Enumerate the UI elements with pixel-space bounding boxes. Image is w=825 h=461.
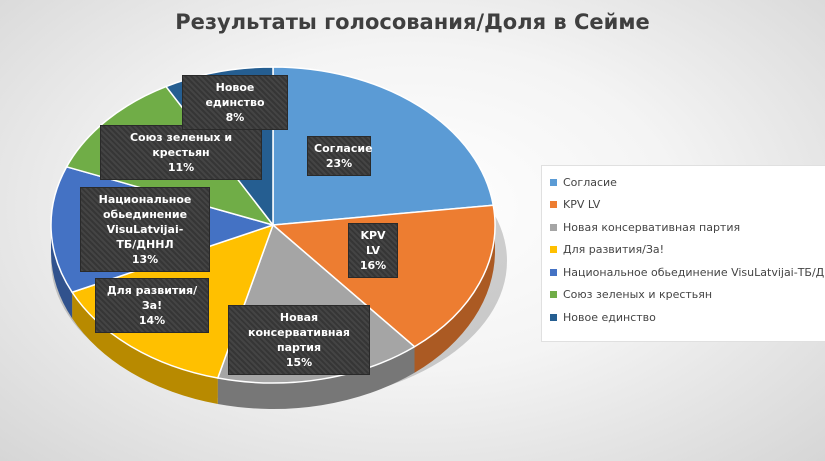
pie-side-4	[51, 225, 73, 319]
legend-item: KPV LV	[550, 197, 600, 213]
data-label: Союз зеленых и крестьян 11%	[100, 125, 262, 180]
chart-legend: Согласие KPV LV Новая консервативная парти…	[541, 165, 825, 342]
data-label-value: 11%	[167, 161, 195, 174]
legend-swatch	[550, 291, 557, 298]
legend-swatch	[550, 201, 557, 208]
legend-label: Для развития/За!	[563, 243, 665, 256]
data-label-text: Новое единство	[205, 81, 265, 109]
legend-swatch	[550, 178, 557, 186]
data-label-text: обьединение VisuLatvijai-	[102, 208, 188, 236]
data-label-value: 8%	[225, 111, 245, 124]
pie-side-3	[72, 292, 218, 405]
data-label: Новая консервативная партия 15%	[228, 305, 370, 375]
data-label: Национальное обьединение VisuLatvijai- ТБ/…	[80, 187, 210, 272]
data-label-text: Для развития/За!	[106, 284, 198, 312]
legend-swatch	[550, 223, 557, 231]
data-label-text: Союз зеленых и крестьян	[129, 131, 233, 159]
data-label-value: 13%	[131, 253, 159, 266]
legend-swatch	[550, 246, 557, 253]
legend-label: KPV LV	[563, 198, 601, 211]
data-label-value: 23%	[325, 157, 353, 170]
data-label-value: 14%	[138, 314, 166, 327]
data-label: KPV LV 16%	[348, 223, 398, 278]
data-label: Новое единство 8%	[182, 75, 288, 130]
legend-label: Союз зеленых и крестьян	[563, 288, 713, 301]
legend-label: Новое единство	[563, 310, 656, 324]
data-label-text: Национальное	[98, 193, 192, 206]
data-label-text: Согласие	[314, 142, 373, 155]
legend-item: Новая консервативная партия	[550, 219, 740, 235]
data-label: Согласие 23%	[307, 136, 373, 176]
data-label-text: KPV LV	[360, 229, 386, 257]
data-label-text: партия	[276, 341, 322, 354]
legend-label: Национальное обьединение VisuLatvijai-ТБ…	[563, 265, 825, 279]
data-label-value: 16%	[359, 259, 387, 272]
data-label: Для развития/За! 14%	[95, 278, 209, 333]
legend-label: Новая консервативная партия	[563, 220, 741, 234]
data-label-text: Новая консервативная	[248, 311, 350, 339]
pie-side-2	[217, 346, 415, 409]
legend-item: Союз зеленых и крестьян	[550, 287, 712, 303]
legend-item: Национальное обьединение VisuLatvijai-ТБ…	[550, 264, 825, 280]
data-label-value: 15%	[285, 356, 313, 369]
legend-item: Новое единство	[550, 309, 656, 325]
data-label-text: ТБ/ДННЛ	[116, 238, 174, 251]
pie-slice-0	[272, 66, 494, 226]
legend-swatch	[550, 268, 557, 276]
chart-title: Результаты голосования/Доля в Сейме	[175, 10, 650, 34]
legend-swatch	[550, 313, 557, 321]
pie-side-1	[414, 225, 495, 373]
legend-label: Согласие	[563, 175, 617, 189]
legend-item: Согласие	[550, 174, 617, 190]
legend-item: Для развития/За!	[550, 242, 664, 258]
